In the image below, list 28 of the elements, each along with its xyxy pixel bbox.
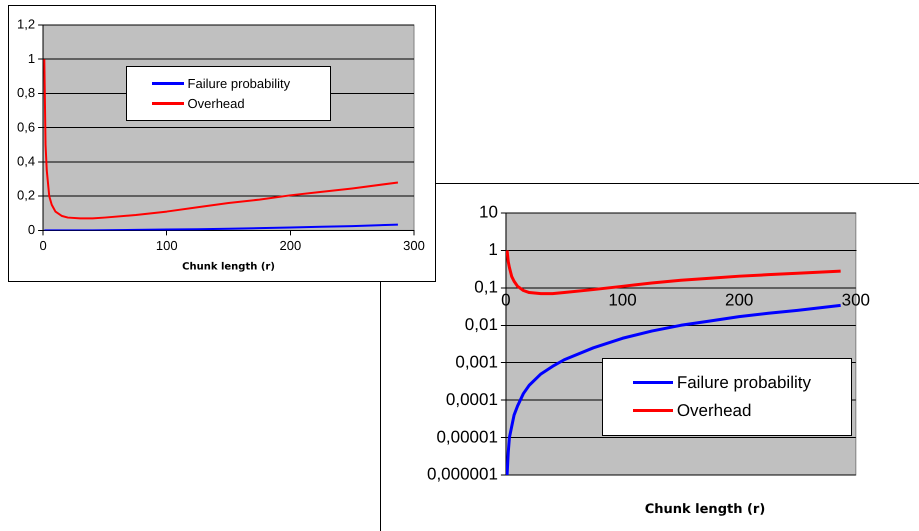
y-tick-label: 0,01: [464, 314, 498, 334]
y-tick-label: 0,00001: [436, 427, 498, 446]
y-tick-label: 0,0001: [446, 390, 498, 409]
legend-label: Overhead: [188, 96, 245, 112]
y-tick-label: 0,4: [16, 154, 36, 169]
y-tick-label: 1,2: [16, 16, 36, 32]
y-tick-label: 1: [488, 240, 498, 260]
x-tick-label: 200: [280, 238, 302, 253]
x-axis-title: Chunk length (r): [182, 262, 275, 273]
y-tick-label: 0,8: [16, 85, 36, 100]
x-tick-label: 300: [403, 238, 425, 253]
x-tick-label: 300: [842, 290, 870, 310]
x-tick-label: 200: [724, 290, 754, 310]
y-tick-label: 0,1: [474, 278, 498, 297]
y-tick-label: 1: [28, 50, 36, 66]
x-tick-label: 100: [156, 238, 178, 253]
legend-label: Failure probability: [676, 372, 811, 393]
y-tick-label: 0: [28, 222, 36, 237]
legend-label: Failure probability: [188, 76, 290, 92]
x-tick-label: 0: [39, 238, 47, 253]
x-tick-label: 100: [608, 290, 637, 310]
y-tick-label: 0,000001: [427, 464, 498, 484]
y-tick-label: 0,6: [16, 119, 36, 134]
y-tick-label: 10: [478, 202, 498, 222]
legend-label: Overhead: [676, 400, 752, 421]
y-tick-label: 0,001: [455, 352, 498, 372]
x-axis-title: Chunk length (r): [644, 502, 766, 517]
y-tick-label: 0,2: [16, 188, 36, 203]
